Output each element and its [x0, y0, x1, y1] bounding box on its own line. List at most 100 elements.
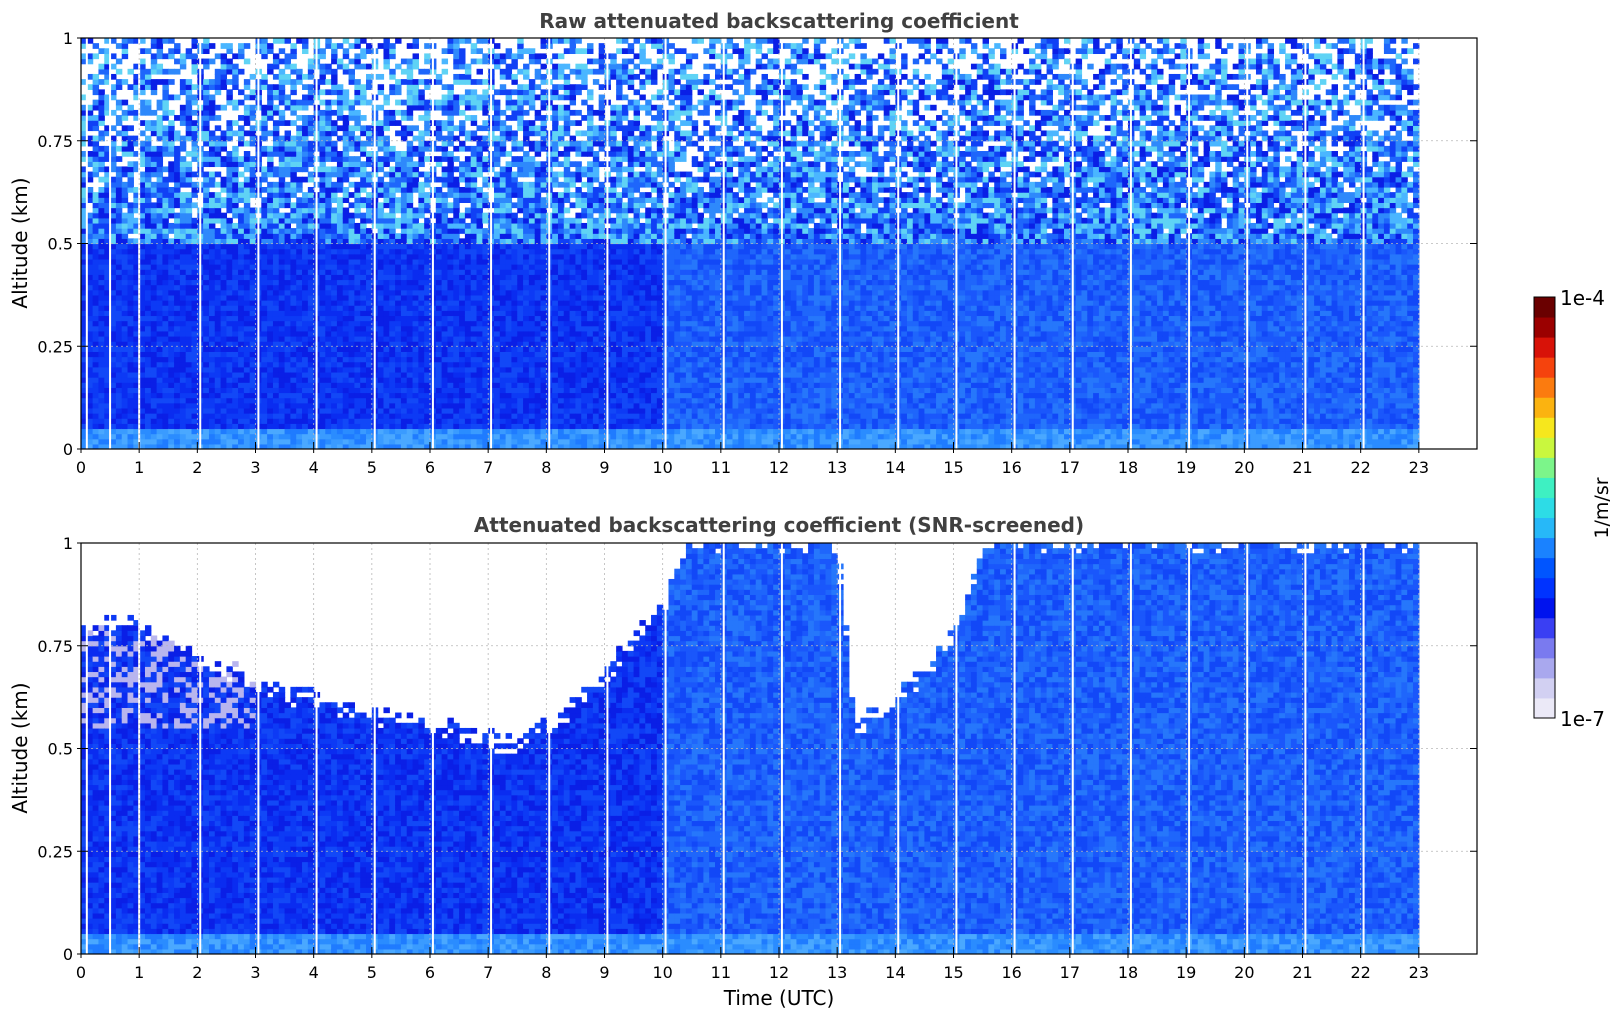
- heatmap-cell: [400, 197, 408, 203]
- heatmap-cell: [342, 135, 350, 142]
- heatmap-cell: [208, 382, 216, 388]
- heatmap-cell: [435, 130, 443, 137]
- heatmap-cell: [296, 253, 303, 260]
- heatmap-cell: [459, 145, 466, 152]
- heatmap-cell: [249, 300, 257, 306]
- heatmap-cell: [325, 38, 332, 44]
- heatmap-cell: [389, 181, 396, 188]
- heatmap-cell: [150, 253, 158, 260]
- heatmap-cell: [302, 104, 309, 111]
- heatmap-cell: [389, 84, 396, 90]
- heatmap-cell: [127, 207, 134, 214]
- heatmap-cell: [307, 377, 315, 383]
- heatmap-cell: [191, 438, 198, 445]
- heatmap-cell: [115, 423, 123, 430]
- heatmap-cell: [389, 330, 396, 337]
- heatmap-cell: [342, 140, 350, 147]
- heatmap-cell: [400, 99, 408, 106]
- heatmap-cell: [482, 104, 489, 111]
- heatmap-cell: [261, 433, 268, 440]
- heatmap-cell: [412, 99, 419, 106]
- heatmap-cell: [127, 181, 134, 188]
- heatmap-cell: [162, 274, 169, 281]
- heatmap-cell: [290, 315, 297, 322]
- heatmap-cell: [92, 346, 100, 352]
- heatmap-cell: [395, 120, 402, 126]
- heatmap-cell: [115, 428, 123, 435]
- heatmap-cell: [238, 228, 245, 234]
- heatmap-cell: [424, 433, 431, 440]
- heatmap-cell: [278, 94, 286, 101]
- heatmap-cell: [203, 89, 210, 96]
- heatmap-cell: [185, 320, 193, 327]
- heatmap-cell: [470, 330, 478, 337]
- heatmap-cell: [110, 109, 117, 116]
- heatmap-cell: [383, 433, 390, 440]
- heatmap-cell: [493, 387, 501, 394]
- heatmap-cell: [383, 387, 390, 394]
- heatmap-cell: [336, 99, 344, 106]
- heatmap-cell: [406, 84, 414, 90]
- heatmap-cell: [325, 335, 332, 342]
- heatmap-cell: [476, 341, 483, 347]
- heatmap-cell: [115, 356, 123, 363]
- heatmap-cell: [418, 305, 425, 311]
- heatmap-cell: [156, 145, 164, 152]
- heatmap-cell: [232, 330, 239, 337]
- heatmap-cell: [150, 120, 158, 126]
- heatmap-cell: [261, 305, 268, 311]
- heatmap-cell: [325, 166, 332, 173]
- heatmap-cell: [400, 377, 408, 383]
- heatmap-cell: [435, 202, 443, 209]
- heatmap-cell: [162, 315, 169, 322]
- heatmap-cell: [389, 418, 396, 424]
- heatmap-cell: [284, 325, 291, 332]
- heatmap-cell: [360, 222, 367, 229]
- heatmap-cell: [441, 145, 449, 152]
- heatmap-cell: [127, 238, 134, 245]
- heatmap-cell: [470, 248, 478, 255]
- heatmap-cell: [395, 171, 402, 178]
- heatmap-cell: [400, 130, 408, 137]
- heatmap-cell: [92, 351, 100, 358]
- heatmap-cell: [400, 243, 408, 250]
- heatmap-cell: [435, 341, 443, 347]
- heatmap-cell: [110, 217, 117, 224]
- heatmap-cell: [249, 233, 257, 239]
- heatmap-cell: [377, 145, 385, 152]
- heatmap-cell: [366, 156, 373, 162]
- heatmap-cell: [453, 361, 460, 368]
- heatmap-cell: [238, 443, 245, 449]
- heatmap-cell: [81, 212, 88, 219]
- heatmap-cell: [284, 53, 291, 60]
- heatmap-cell: [406, 392, 414, 399]
- heatmap-cell: [249, 258, 257, 265]
- heatmap-cell: [249, 382, 257, 388]
- heatmap-cell: [470, 120, 478, 126]
- heatmap-cell: [133, 192, 140, 198]
- heatmap-cell: [441, 443, 449, 449]
- heatmap-cell: [325, 89, 332, 96]
- heatmap-cell: [284, 233, 291, 239]
- heatmap-cell: [104, 38, 111, 44]
- heatmap-cell: [92, 166, 100, 173]
- heatmap-cell: [319, 433, 326, 440]
- heatmap-cell: [92, 73, 100, 80]
- heatmap-cell: [208, 387, 216, 394]
- heatmap-cell: [383, 228, 390, 234]
- heatmap-cell: [92, 79, 100, 85]
- heatmap-cell: [418, 392, 425, 399]
- heatmap-cell: [179, 253, 187, 260]
- heatmap-cell: [424, 253, 431, 260]
- heatmap-cell: [278, 289, 286, 296]
- heatmap-cell: [278, 99, 286, 106]
- heatmap-cell: [464, 361, 472, 368]
- heatmap-cell: [238, 207, 245, 214]
- heatmap-cell: [121, 289, 129, 296]
- heatmap-cell: [174, 315, 181, 322]
- heatmap-cell: [464, 238, 472, 245]
- heatmap-cell: [395, 320, 402, 327]
- heatmap-cell: [284, 382, 291, 388]
- heatmap-cell: [208, 377, 216, 383]
- heatmap-cell: [377, 330, 385, 337]
